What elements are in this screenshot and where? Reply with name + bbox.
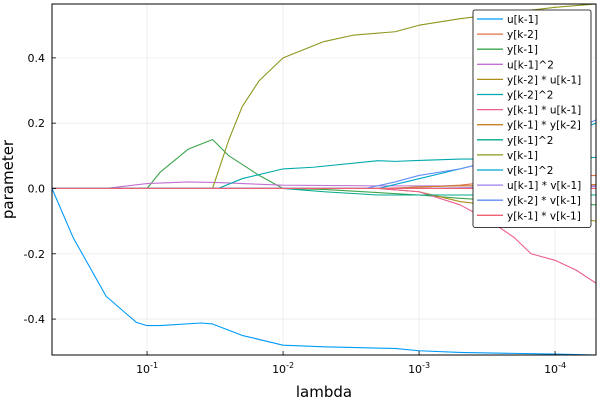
legend-label-y-k-1: y[k-1] (507, 44, 538, 56)
x-axis: 10-1 10-2 10-3 10-4 (136, 351, 566, 376)
x-tick-label: 10-3 (408, 361, 430, 376)
legend-label-u-k-1-v-k-1: u[k-1] * v[k-1] (507, 180, 581, 192)
legend-label-y-k-2: y[k-2] (507, 29, 538, 41)
y-tick-label: -0.4 (24, 313, 45, 326)
series-line-y-k-1-u-k-1 (52, 187, 596, 284)
x-tick-label: 10-2 (272, 361, 294, 376)
legend-label-y-k-2-2: y[k-2]^2 (507, 90, 553, 102)
y-tick-label: -0.2 (24, 248, 45, 261)
legend-label-u-k-1: u[k-1] (507, 14, 538, 26)
y-axis-label: parameter (0, 139, 17, 219)
y-axis: -0.4 -0.2 0.0 0.2 0.4 (24, 52, 56, 326)
x-tick-label: 10-4 (544, 361, 566, 376)
legend-label-v-k-1-2: v[k-1]^2 (507, 165, 553, 177)
legend-label-y-k-1-u-k-1: y[k-1] * u[k-1] (507, 105, 581, 117)
x-axis-label: lambda (296, 383, 352, 400)
legend-label-y-k-2-v-k-1: y[k-2] * v[k-1] (507, 195, 581, 207)
series-line-y-k-1 (52, 138, 596, 206)
plot-frame (51, 3, 597, 356)
legend-label-y-k-1-2: y[k-1]^2 (507, 135, 553, 147)
y-tick-label: 0.0 (28, 182, 46, 195)
legend-label-y-k-1-v-k-1: y[k-1] * v[k-1] (507, 210, 581, 222)
y-tick-label: 0.2 (28, 117, 46, 130)
series-line-u-k-1 (52, 188, 596, 355)
legend-label-y-k-2-u-k-1: y[k-2] * u[k-1] (507, 74, 581, 86)
legend-label-y-k-1-y-k-2: y[k-1] * y[k-2] (507, 120, 581, 132)
legend-label-u-k-1-2: u[k-1]^2 (507, 59, 554, 71)
legend-label-v-k-1: v[k-1] (507, 150, 538, 162)
y-tick-label: 0.4 (28, 52, 46, 65)
x-tick-label: 10-1 (136, 361, 158, 376)
legend: u[k-1] y[k-2] y[k-1] u[k-1]^2 y[k-2] * u[k-1… (472, 9, 592, 228)
